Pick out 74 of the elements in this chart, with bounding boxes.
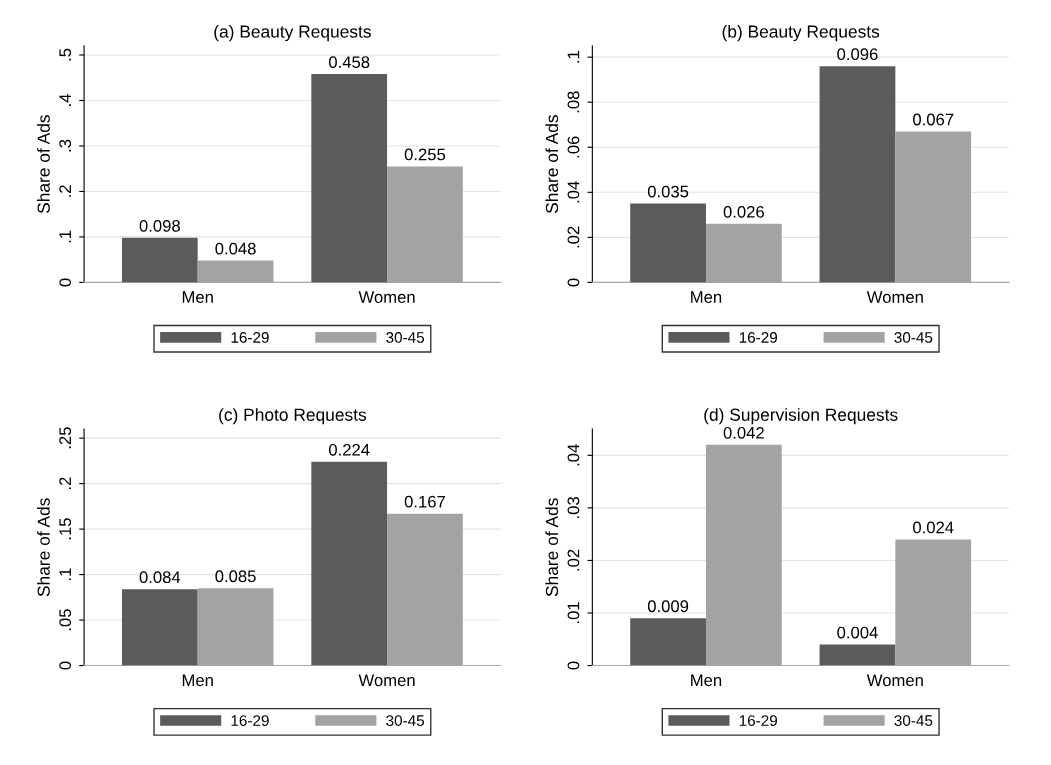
legend-label: 16-29: [231, 332, 269, 343]
legend-label: 16-29: [739, 715, 778, 726]
y-tick-label: 0: [59, 278, 72, 287]
bar: [630, 618, 706, 666]
data-label: 0.026: [723, 205, 764, 218]
y-tick-label: .01: [567, 602, 580, 624]
y-tick-label: .2: [59, 477, 71, 490]
legend-label: 30-45: [386, 715, 425, 726]
bar: [311, 74, 388, 283]
data-label: 0.067: [913, 113, 954, 126]
x-tick-label: Men: [691, 291, 722, 303]
y-tick-label: .5: [59, 48, 72, 61]
bar: [630, 203, 706, 283]
bar: [121, 237, 198, 283]
x-tick-label: Women: [358, 674, 415, 687]
bar: [705, 444, 782, 666]
y-tick-label: .2: [59, 185, 71, 197]
data-label: 0.024: [913, 521, 954, 534]
data-label: 0.224: [329, 443, 370, 456]
data-label: 0.048: [215, 242, 256, 255]
y-tick-label: .04: [567, 181, 580, 203]
y-tick-label: 0: [567, 661, 580, 670]
y-tick-label: .1: [59, 568, 71, 581]
legend-label: 16-29: [231, 715, 269, 726]
y-axis-title: Share of Ads: [37, 498, 50, 597]
legend-label: 30-45: [894, 715, 933, 726]
y-tick-label: .08: [567, 91, 580, 113]
data-label: 0.042: [723, 426, 764, 439]
y-tick-label: .15: [59, 518, 72, 540]
y-axis-title: Share of Ads: [545, 115, 559, 214]
y-axis-title: Share of Ads: [545, 498, 559, 597]
data-label: 0.035: [647, 185, 689, 198]
y-tick-label: .25: [59, 427, 72, 449]
y-axis-title: Share of Ads: [37, 115, 50, 214]
data-label: 0.085: [215, 570, 256, 583]
y-tick-label: .03: [567, 497, 580, 518]
y-tick-label: 0: [59, 661, 72, 670]
y-tick-label: .4: [59, 94, 71, 106]
x-tick-label: Women: [866, 674, 923, 687]
chart-title: (b) Beauty Requests: [722, 24, 880, 42]
x-tick-label: Men: [182, 291, 213, 303]
y-tick-label: .1: [567, 51, 580, 63]
y-tick-label: .04: [567, 444, 580, 466]
x-tick-label: Women: [358, 291, 415, 303]
legend-label: 30-45: [894, 332, 933, 343]
data-label: 0.458: [329, 56, 370, 69]
bar: [895, 539, 972, 666]
data-label: 0.096: [837, 48, 878, 61]
y-tick-label: .1: [59, 230, 71, 243]
x-tick-label: Men: [182, 674, 213, 687]
data-label: 0.098: [139, 219, 180, 232]
legend-label: 30-45: [386, 332, 425, 343]
y-tick-label: .02: [567, 226, 580, 248]
chart-title: (d) Supervision Requests: [704, 408, 898, 425]
data-label: 0.255: [404, 148, 446, 161]
chart-title: (c) Photo Requests: [219, 408, 367, 425]
y-tick-label: 0: [567, 278, 580, 287]
bar: [387, 513, 463, 666]
data-label: 0.167: [404, 495, 445, 508]
y-tick-label: .06: [567, 136, 580, 158]
bar: [121, 589, 198, 666]
x-tick-label: Women: [866, 291, 923, 303]
y-tick-label: .02: [567, 549, 580, 571]
data-label: 0.004: [837, 626, 878, 639]
chart-title: (a) Beauty Requests: [214, 24, 371, 42]
x-tick-label: Men: [691, 674, 722, 687]
data-label: 0.084: [139, 571, 181, 584]
data-label: 0.009: [647, 600, 689, 613]
legend-label: 16-29: [739, 332, 778, 343]
bar: [197, 588, 274, 666]
bar: [819, 66, 896, 283]
y-tick-label: .3: [59, 139, 72, 152]
y-tick-label: .05: [59, 609, 72, 631]
bar: [819, 644, 896, 666]
